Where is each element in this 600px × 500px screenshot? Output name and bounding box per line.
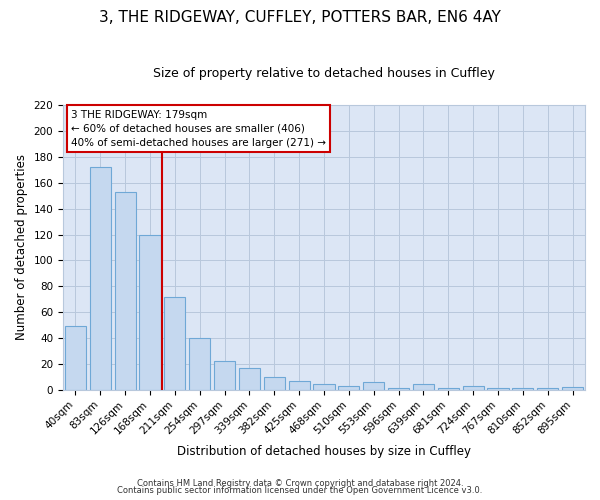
Bar (65, 326, 86, 390)
Text: 3, THE RIDGEWAY, CUFFLEY, POTTERS BAR, EN6 4AY: 3, THE RIDGEWAY, CUFFLEY, POTTERS BAR, E… (99, 10, 501, 25)
Bar (239, 368, 260, 390)
Bar (214, 361, 235, 390)
Bar (463, 386, 484, 390)
Bar (388, 388, 409, 390)
Bar (363, 382, 384, 390)
Bar (90, 168, 111, 390)
Bar (537, 388, 558, 390)
Bar (487, 388, 509, 390)
Bar (189, 338, 210, 390)
Bar (264, 376, 285, 390)
Text: Contains public sector information licensed under the Open Government Licence v3: Contains public sector information licen… (118, 486, 482, 495)
Title: Size of property relative to detached houses in Cuffley: Size of property relative to detached ho… (153, 68, 495, 80)
Text: Contains HM Land Registry data © Crown copyright and database right 2024.: Contains HM Land Registry data © Crown c… (137, 478, 463, 488)
Bar (313, 384, 335, 390)
Y-axis label: Number of detached properties: Number of detached properties (15, 154, 28, 340)
Bar (413, 384, 434, 390)
Bar (512, 388, 533, 390)
Bar (139, 234, 161, 390)
Bar (115, 192, 136, 390)
Bar (338, 386, 359, 390)
Bar (164, 296, 185, 390)
Bar (562, 387, 583, 390)
Bar (289, 380, 310, 390)
X-axis label: Distribution of detached houses by size in Cuffley: Distribution of detached houses by size … (177, 444, 471, 458)
Bar (438, 388, 459, 390)
Text: 3 THE RIDGEWAY: 179sqm
← 60% of detached houses are smaller (406)
40% of semi-de: 3 THE RIDGEWAY: 179sqm ← 60% of detached… (71, 110, 326, 148)
